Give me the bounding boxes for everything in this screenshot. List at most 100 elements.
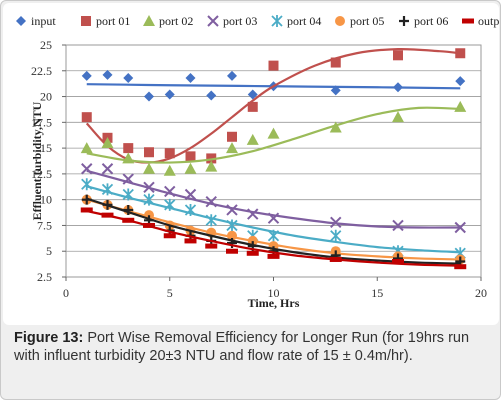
y-tick-label: 12.5 — [31, 167, 52, 181]
legend-item-input: input — [16, 14, 56, 28]
legend-marker — [399, 16, 409, 26]
data-point — [81, 112, 92, 123]
y-tick-label: 17.5 — [31, 115, 52, 129]
legend-label: port 05 — [350, 14, 384, 28]
data-point — [102, 69, 113, 80]
legend-marker — [143, 15, 155, 26]
data-point — [267, 212, 280, 224]
data-point — [330, 57, 341, 68]
data-point — [392, 111, 404, 123]
legend-item-port-02: port 02 — [143, 14, 193, 28]
data-point — [330, 216, 342, 229]
data-point — [267, 229, 280, 242]
data-point — [164, 185, 176, 198]
x-tick-label: 15 — [371, 286, 383, 300]
data-point — [227, 70, 237, 81]
data-point — [226, 219, 238, 232]
data-point — [80, 207, 93, 213]
x-tick-label: 5 — [167, 286, 173, 300]
data-point — [247, 208, 259, 220]
data-point — [226, 204, 238, 216]
series-output — [80, 207, 467, 270]
x-tick-label: 10 — [268, 286, 280, 300]
data-point — [122, 217, 135, 223]
data-point — [393, 50, 403, 61]
data-point — [455, 76, 466, 87]
data-point — [226, 248, 238, 254]
data-point — [185, 151, 196, 162]
data-point — [81, 70, 92, 81]
data-point — [205, 214, 217, 227]
x-tick-label: 0 — [63, 286, 69, 300]
legend-marker — [271, 15, 283, 27]
data-point — [122, 188, 134, 201]
legend-label: input — [31, 14, 56, 28]
legend-marker — [335, 16, 345, 26]
series-port-02 — [80, 100, 467, 176]
y-tick-label: 15 — [40, 141, 52, 155]
data-point — [455, 48, 466, 59]
legend-item-output: output — [462, 14, 501, 28]
data-point — [163, 164, 176, 176]
data-point — [330, 85, 341, 96]
data-point — [164, 89, 175, 100]
x-axis-label: Time, Hrs — [248, 296, 300, 310]
data-point — [267, 127, 280, 139]
data-point — [246, 133, 259, 145]
legend-label: port 02 — [159, 14, 193, 28]
data-point — [184, 238, 197, 244]
y-tick-label: 22.5 — [31, 64, 52, 78]
legend-item-port-06: port 06 — [399, 14, 448, 28]
data-point — [144, 147, 154, 158]
data-point — [164, 148, 175, 159]
data-point — [102, 199, 113, 210]
data-point — [205, 243, 218, 249]
data-point — [101, 183, 114, 196]
data-point — [184, 203, 197, 216]
data-point — [184, 188, 197, 201]
data-point — [80, 142, 93, 154]
y-tick-label: 20 — [40, 90, 52, 104]
data-point — [143, 222, 155, 228]
data-point — [393, 82, 403, 93]
legend-label: port 06 — [414, 14, 448, 28]
x-tick-label: 20 — [475, 286, 487, 300]
data-point — [268, 60, 279, 71]
legend-label: output — [478, 14, 499, 28]
data-point — [205, 196, 217, 208]
data-point — [101, 212, 114, 218]
legend-label: port 01 — [96, 14, 130, 28]
y-tick-label: 25 — [40, 38, 52, 52]
y-tick-label: 2.5 — [37, 270, 52, 284]
y-tick-label: 10 — [40, 193, 52, 207]
data-point — [247, 101, 258, 112]
data-point — [81, 194, 92, 205]
data-point — [81, 178, 93, 191]
legend-label: port 04 — [287, 14, 321, 28]
data-point — [123, 72, 134, 83]
data-point — [143, 162, 155, 174]
data-point — [163, 233, 176, 239]
data-point — [246, 250, 259, 256]
caption-label: Figure 13: — [14, 330, 84, 346]
data-point — [227, 230, 237, 241]
data-point — [101, 136, 114, 148]
legend-marker — [207, 15, 219, 27]
data-point — [227, 131, 237, 142]
data-point — [247, 89, 258, 100]
data-point — [164, 198, 176, 211]
legend-item-port-03: port 03 — [207, 14, 257, 28]
data-point — [122, 152, 135, 164]
legend-label: port 03 — [223, 14, 257, 28]
figure-caption: Figure 13: Port Wise Removal Efficiency … — [14, 329, 492, 365]
data-point — [392, 219, 404, 232]
chart-panel: 2.5 5 7.5 10 12.5 15 17.5 20 22.5 25 0 5 10 15 20 Time,… — [3, 3, 501, 325]
legend-item-port-05: port 05 — [335, 14, 384, 28]
data-point — [330, 229, 342, 242]
y-tick-label: 5 — [46, 244, 52, 258]
data-point — [185, 72, 196, 83]
turbidity-chart: 2.5 5 7.5 10 12.5 15 17.5 20 22.5 25 0 5 10 15 20 Time,… — [16, 14, 501, 310]
legend-item-port-01: port 01 — [81, 14, 130, 28]
data-point — [329, 121, 342, 133]
